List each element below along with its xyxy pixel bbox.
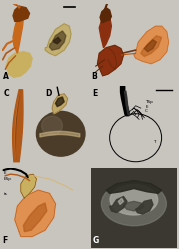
Polygon shape bbox=[21, 174, 37, 198]
Ellipse shape bbox=[101, 182, 166, 226]
Polygon shape bbox=[13, 12, 23, 53]
Polygon shape bbox=[124, 201, 144, 211]
Text: TSp: TSp bbox=[145, 100, 153, 104]
Text: F: F bbox=[3, 236, 8, 245]
Polygon shape bbox=[144, 40, 156, 52]
Text: T: T bbox=[153, 140, 155, 144]
Circle shape bbox=[37, 111, 85, 156]
Polygon shape bbox=[55, 97, 64, 107]
Polygon shape bbox=[98, 45, 124, 76]
Polygon shape bbox=[108, 48, 117, 69]
Text: ESp: ESp bbox=[4, 177, 11, 181]
Text: C: C bbox=[4, 89, 9, 98]
Circle shape bbox=[42, 116, 62, 135]
Polygon shape bbox=[141, 36, 162, 57]
Text: E: E bbox=[145, 105, 148, 109]
Polygon shape bbox=[136, 200, 153, 214]
Polygon shape bbox=[23, 203, 47, 232]
Polygon shape bbox=[134, 26, 169, 64]
Polygon shape bbox=[49, 31, 66, 50]
Polygon shape bbox=[99, 13, 111, 48]
Polygon shape bbox=[15, 190, 55, 237]
Polygon shape bbox=[110, 196, 127, 213]
Polygon shape bbox=[106, 181, 162, 193]
Text: D: D bbox=[45, 89, 52, 98]
Text: E: E bbox=[92, 89, 98, 98]
Text: G: G bbox=[92, 236, 99, 245]
Polygon shape bbox=[45, 24, 71, 56]
Polygon shape bbox=[52, 94, 68, 114]
Text: ts: ts bbox=[4, 192, 7, 196]
Polygon shape bbox=[13, 6, 30, 21]
Ellipse shape bbox=[110, 185, 158, 215]
Polygon shape bbox=[40, 131, 80, 137]
Polygon shape bbox=[118, 198, 124, 204]
Polygon shape bbox=[100, 8, 111, 23]
Polygon shape bbox=[6, 52, 32, 77]
Polygon shape bbox=[54, 37, 61, 44]
Text: A: A bbox=[3, 72, 9, 81]
Text: C: C bbox=[145, 109, 148, 113]
Polygon shape bbox=[13, 90, 23, 162]
Text: B: B bbox=[91, 72, 97, 81]
Text: E: E bbox=[4, 171, 6, 175]
